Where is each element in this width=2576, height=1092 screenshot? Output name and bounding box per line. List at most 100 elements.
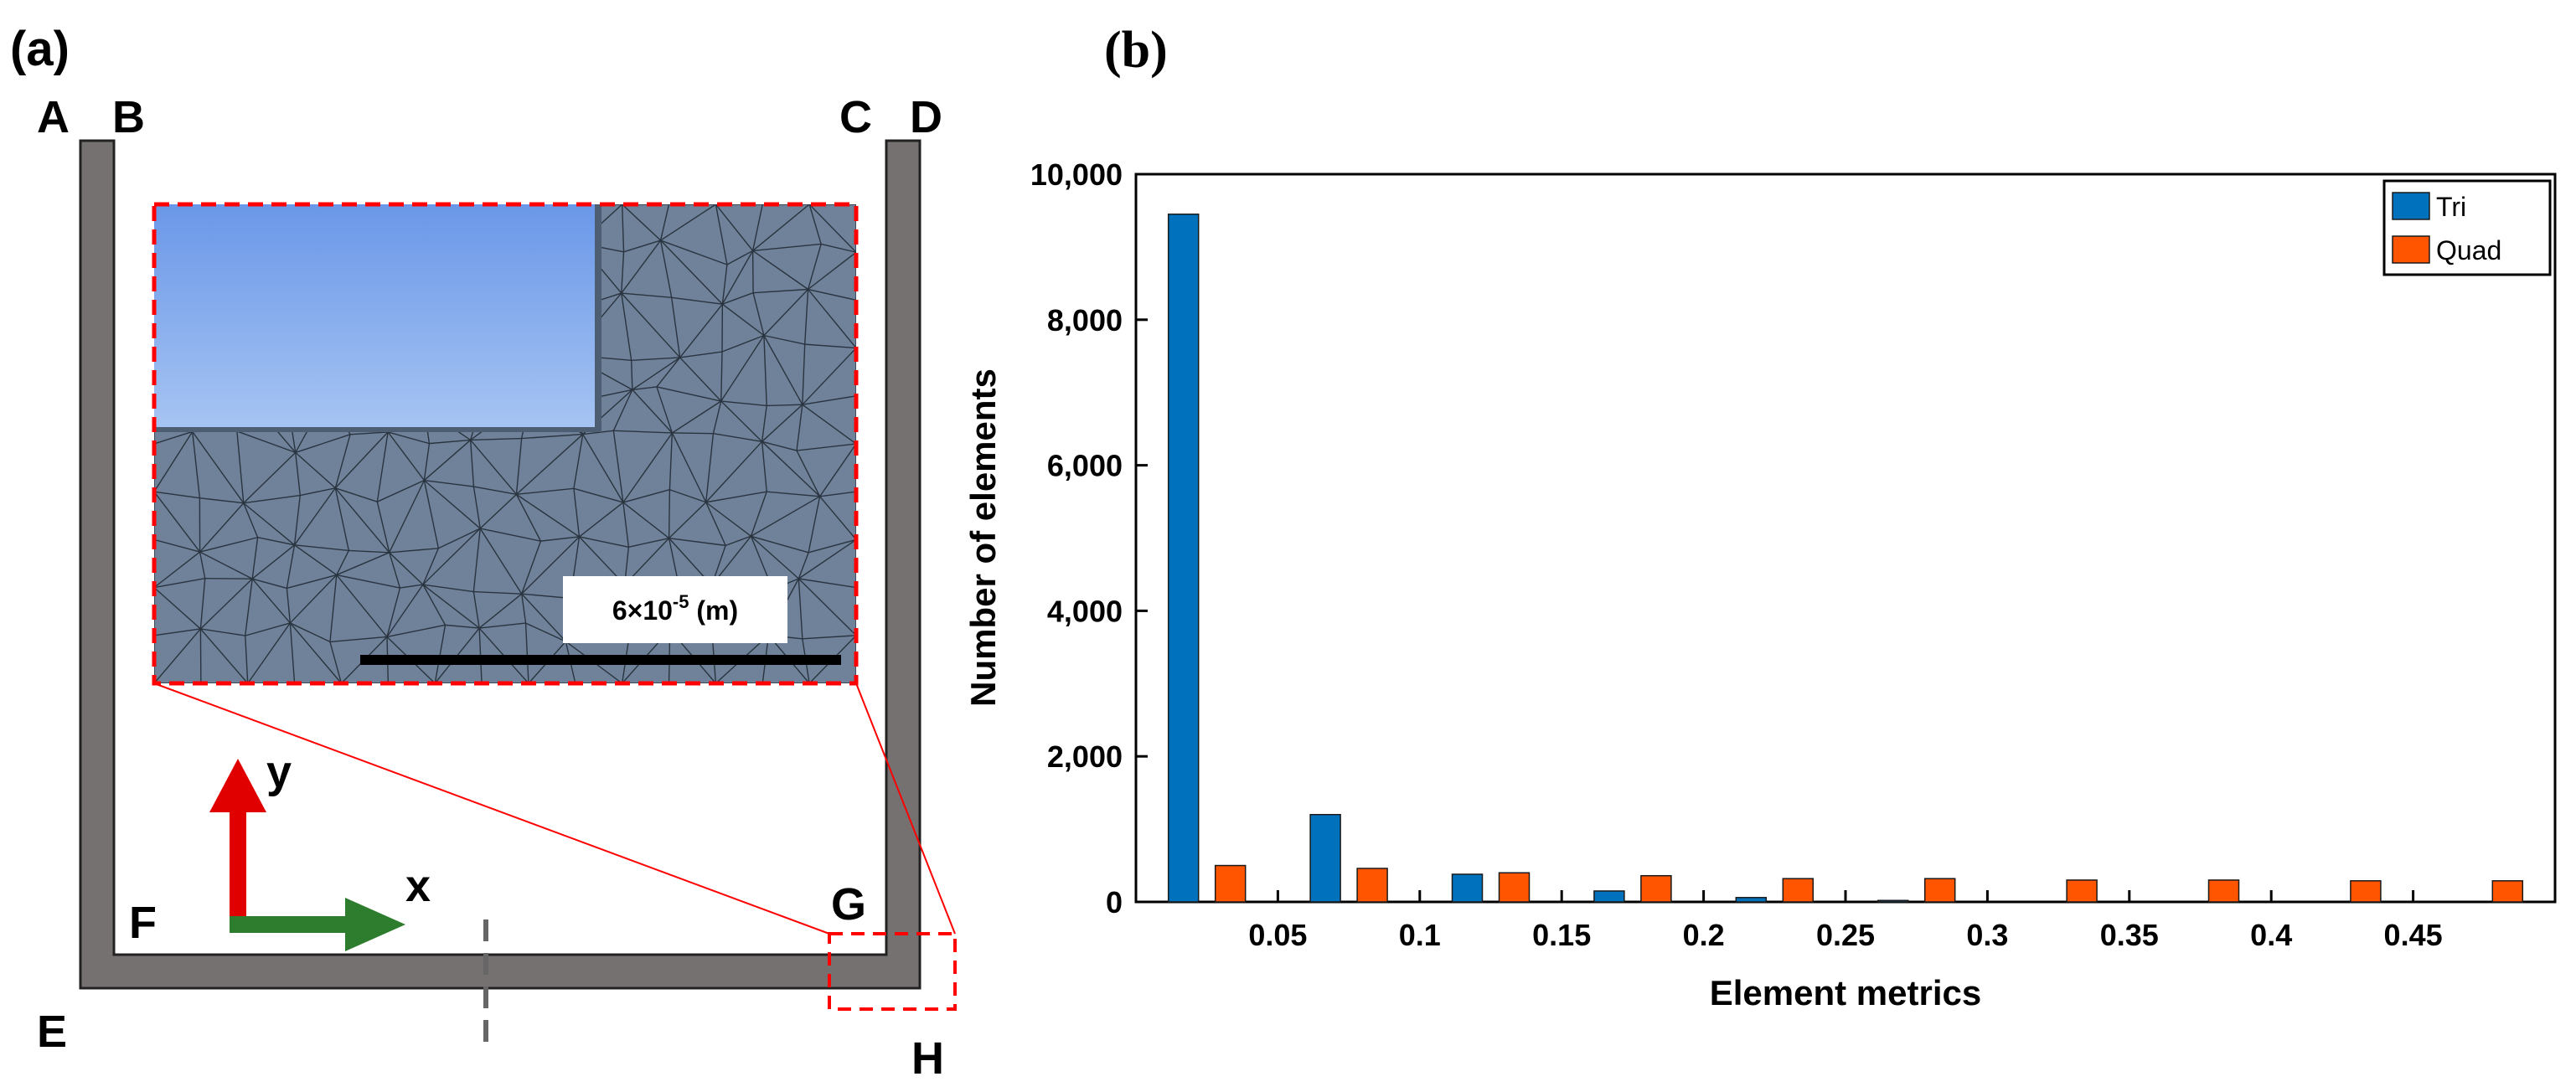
y-tick-label: 8,000	[1047, 303, 1123, 337]
mesh-edge	[251, 537, 259, 579]
mesh-edge	[656, 357, 681, 388]
mesh-edge	[289, 622, 296, 683]
fluid-shadow	[595, 204, 601, 432]
y-arrow-head	[209, 759, 266, 812]
mesh-edge	[521, 593, 570, 600]
mesh-edge	[236, 430, 245, 503]
mesh-edge	[199, 578, 206, 630]
legend: Tri Quad	[2382, 179, 2552, 276]
mesh-edge	[287, 574, 337, 590]
mesh-edge	[386, 624, 446, 638]
bar-tri-3	[1593, 890, 1625, 903]
scale-bar-label-box	[563, 576, 787, 643]
mesh-edge	[804, 289, 809, 345]
mesh-edge	[192, 431, 245, 504]
mesh-edge	[377, 479, 425, 502]
mesh-edge	[434, 625, 447, 683]
mesh-edge	[300, 487, 336, 497]
mesh-edge	[659, 204, 670, 241]
mesh-edge	[573, 488, 581, 538]
mesh-edge	[199, 502, 245, 553]
mesh-edge	[479, 622, 526, 629]
container-wall	[79, 139, 921, 990]
mesh-edge	[521, 433, 583, 440]
y-tick-label: 0	[1106, 885, 1123, 919]
mesh-edge	[622, 502, 630, 548]
mesh-edge	[479, 528, 523, 595]
mesh-edge	[251, 578, 291, 624]
mesh-edge	[334, 434, 351, 488]
mesh-edge	[613, 430, 673, 434]
mesh-edge	[796, 404, 803, 451]
mesh-edge	[243, 494, 301, 504]
bar-tri-4	[1735, 897, 1768, 903]
bar-tri-2	[1451, 873, 1484, 903]
mesh-edge	[386, 584, 424, 637]
fluid-region	[154, 204, 595, 427]
mesh-edge	[335, 487, 378, 502]
mesh-edge	[293, 487, 336, 546]
mesh-edge	[423, 480, 440, 549]
bar-group	[1167, 214, 2524, 903]
mesh-edge	[387, 431, 430, 445]
bar-quad-4	[1782, 878, 1815, 903]
mesh-edge	[612, 430, 624, 503]
mesh-edge	[798, 578, 803, 639]
panel-a: (a) A B C D E F G H 6×10-5 (m)	[10, 22, 957, 1084]
mesh-edge	[752, 292, 765, 336]
mesh-edge	[660, 240, 723, 305]
x-tick-label: 0.2	[1683, 918, 1725, 952]
mesh-inset-border	[152, 202, 859, 686]
mesh-edge	[750, 491, 767, 537]
mesh-edge	[470, 437, 522, 441]
mesh-edge	[247, 622, 291, 683]
mesh-edge	[798, 538, 856, 579]
mesh-edge	[712, 400, 722, 434]
mesh-edge	[632, 357, 681, 390]
mesh-edge	[582, 430, 614, 435]
x-axis-title: Element metrics	[1710, 973, 1981, 1012]
mesh-edge	[761, 440, 821, 497]
mesh-edge	[579, 502, 624, 538]
mesh-edge	[154, 578, 205, 589]
mesh-edge	[802, 635, 856, 640]
mesh-edge	[753, 288, 808, 294]
bar-quad-0	[1214, 864, 1247, 903]
mesh-edge	[621, 240, 662, 294]
mesh-edge	[726, 250, 753, 265]
corner-label-d: D	[910, 92, 942, 142]
mesh-edge	[679, 303, 723, 358]
mesh-edge	[516, 434, 584, 495]
mesh-inset: 6×10-5 (m)	[152, 202, 859, 686]
mesh-edge	[289, 622, 343, 683]
mesh-edge	[243, 451, 297, 504]
mesh-edge	[623, 240, 661, 253]
mesh-edge	[621, 292, 632, 361]
mesh-edge	[751, 204, 763, 251]
mesh-edge	[245, 636, 249, 683]
mesh-edge	[154, 628, 201, 636]
y-tick-label: 10,000	[1030, 157, 1123, 192]
mesh-edge	[199, 497, 244, 504]
mesh-edge	[632, 386, 658, 391]
mesh-edge	[804, 343, 856, 349]
mesh-edge	[660, 240, 728, 265]
corner-label-f: F	[129, 898, 157, 948]
mesh-edge	[521, 593, 566, 642]
mesh-edge	[387, 431, 425, 482]
mesh-edge	[631, 357, 680, 362]
bar-quad-1	[1356, 868, 1388, 903]
mesh-edge	[819, 443, 856, 497]
bar-tri-0	[1167, 214, 1200, 903]
mesh-edge	[796, 443, 856, 451]
mesh-edge	[751, 496, 820, 537]
mesh-edge	[472, 528, 481, 592]
panel-b-label: (b)	[1104, 22, 1168, 79]
mesh-edge	[293, 495, 301, 545]
mesh-edge	[423, 443, 431, 481]
mesh-edge	[720, 400, 767, 407]
x-tick-label: 0.05	[1248, 918, 1307, 952]
mesh-edge	[516, 493, 580, 538]
mesh-edge	[761, 441, 767, 492]
zoom-connector-left	[153, 682, 830, 935]
